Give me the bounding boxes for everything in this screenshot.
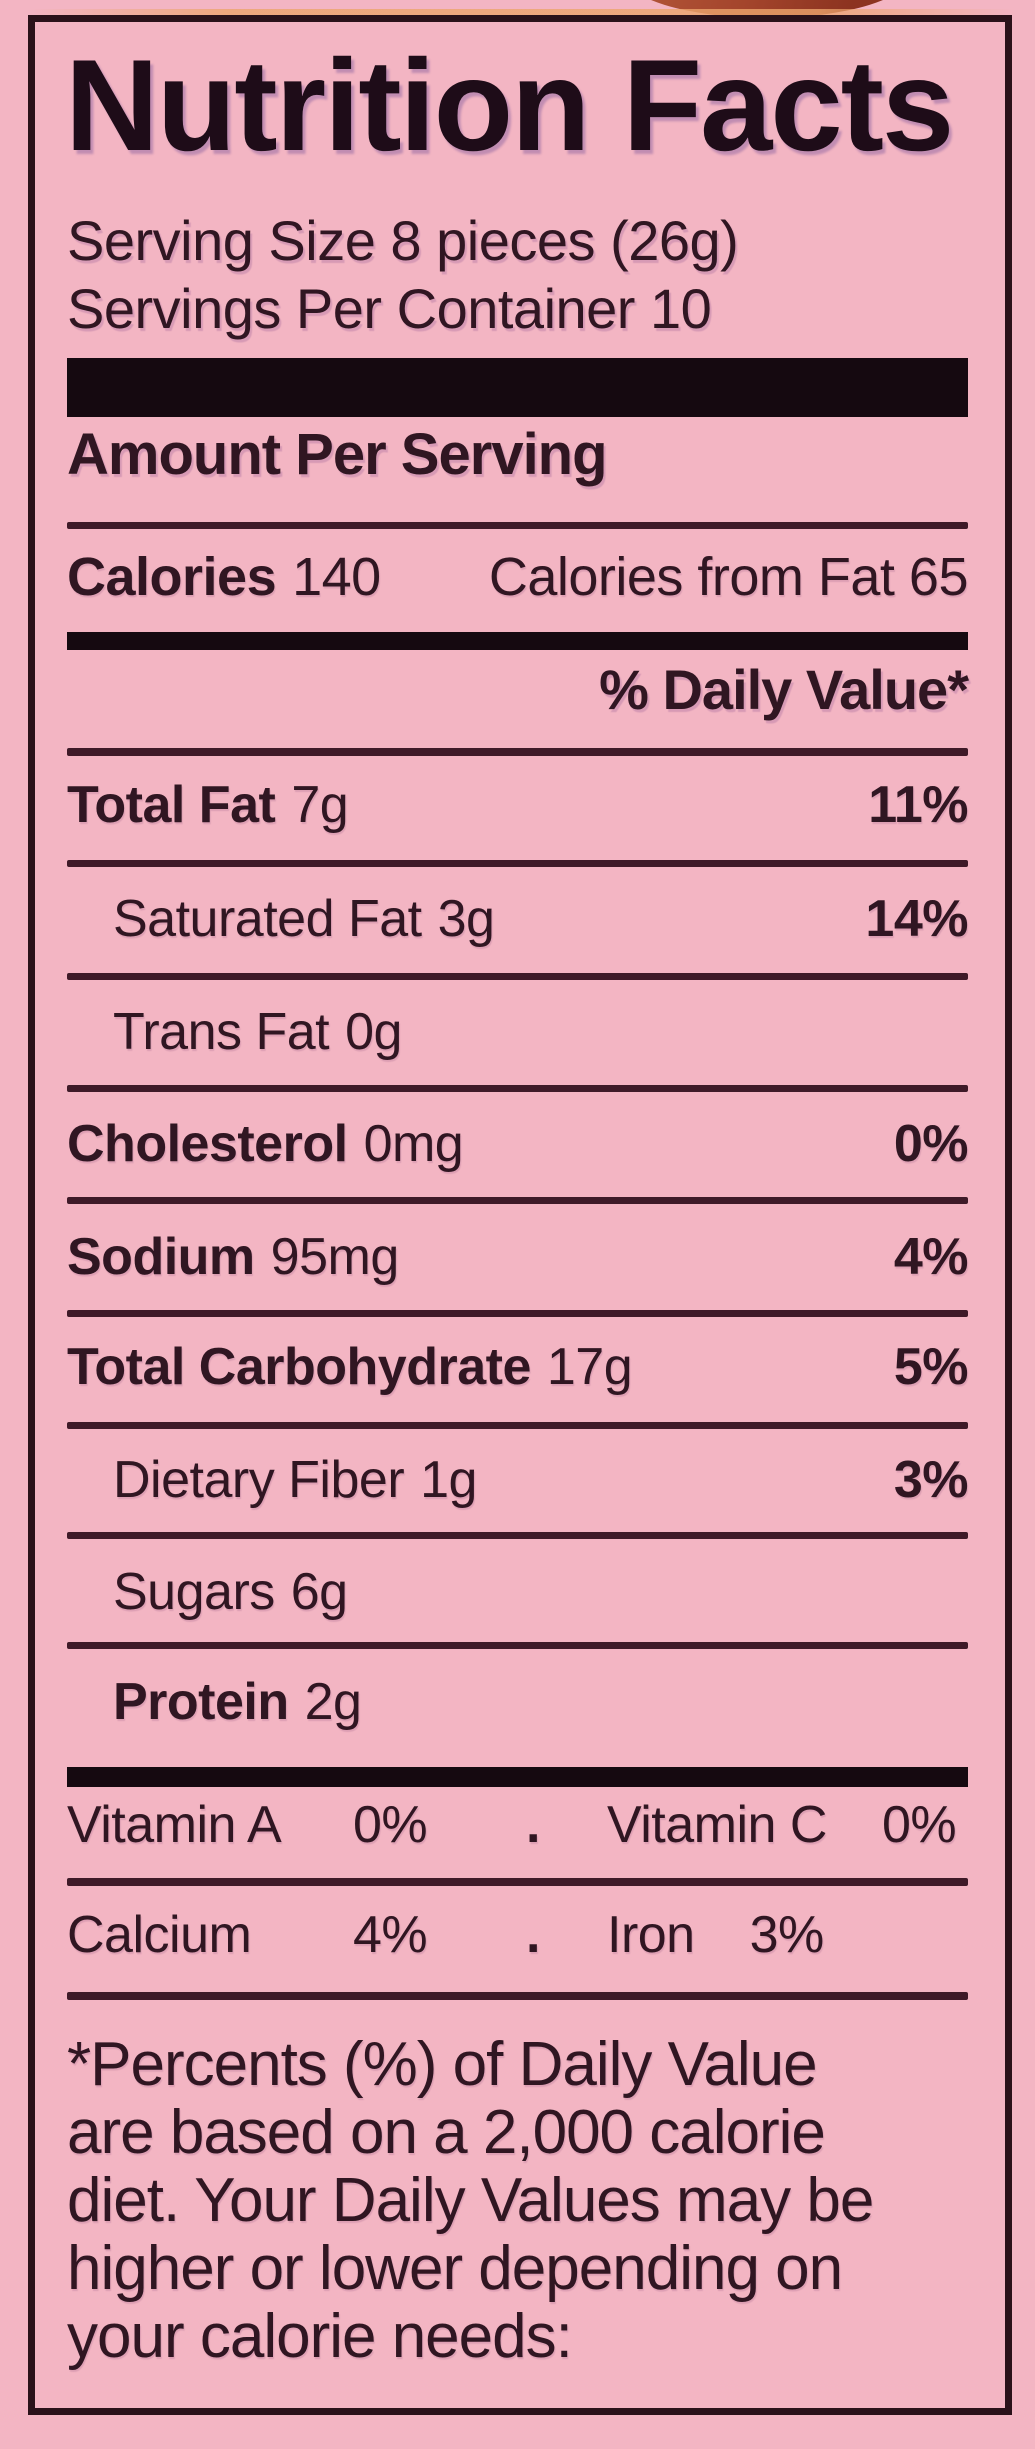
nutrition-facts-panel: Nutrition Facts Serving Size 8 pieces (2… [28,15,1012,2415]
calories-value: 140 [292,547,381,607]
calories-label: Calories [67,547,277,607]
scan-highlight [30,9,1015,15]
nutrient-row-cholesterol: Cholesterol 0mg 0% [67,1115,969,1173]
nutrient-row-dietary-fiber: Dietary Fiber 1g 3% [113,1451,969,1509]
serving-size-text: Serving Size 8 pieces (26g) [67,209,739,272]
micronutrient-name: Vitamin C [607,1796,827,1854]
nutrient-amount: 6g [290,1563,348,1621]
nutrient-dv: 14% [865,890,968,948]
nutrient-dv: 5% [893,1338,969,1396]
micronutrient-name: Vitamin A [67,1796,282,1854]
nutrient-amount: 17g [546,1338,633,1396]
divider-thin [67,748,968,756]
nutrient-dv: 0% [893,1115,969,1173]
nutrient-row-sugars: Sugars 6g [113,1566,968,1618]
daily-value-heading: % Daily Value* [599,658,969,721]
divider-thick-bottom [67,1767,968,1787]
divider-thin [67,1532,968,1539]
nutrient-name: Sugars [113,1563,275,1621]
nutrient-row-total-fat: Total Fat 7g 11% [67,779,968,831]
footnote-line: are based on a 2,000 calorie [67,2098,826,2167]
micronutrient-name: Calcium [67,1906,252,1964]
divider-thin [67,1992,968,2000]
divider-thin [67,1878,968,1886]
nutrient-row-sodium: Sodium 95mg 4% [67,1228,969,1286]
nutrient-amount: 7g [291,776,349,834]
nutrient-name: Saturated Fat [113,890,422,948]
divider-thick-top [67,358,968,417]
servings-per-container-text: Servings Per Container 10 [67,277,712,340]
footnote-line: diet. Your Daily Values may be [67,2166,874,2235]
divider-thin [67,973,968,980]
nutrient-row-trans-fat: Trans Fat 0g [113,1006,968,1058]
divider-thin [67,522,968,529]
footnote-line: *Percents (%) of Daily Value [67,2030,818,2099]
calories-row: Calories 140 Calories from Fat 65 [67,547,969,607]
divider-thin [67,1197,968,1204]
nutrient-amount: 0mg [363,1115,464,1173]
calories-from-fat: Calories from Fat 65 [488,547,969,607]
nutrient-name: Protein [113,1673,289,1731]
nutrient-amount: 3g [437,890,495,948]
divider-thin [67,860,968,867]
nutrient-amount: 2g [304,1673,362,1731]
micronutrient-value: 4% [353,1906,428,1964]
micronutrient-value: 0% [353,1796,428,1854]
mineral-row: Calcium 4% . Iron 3% [67,1909,968,1967]
nutrient-name: Cholesterol [67,1115,348,1173]
nutrient-amount: 1g [420,1451,477,1509]
daily-value-footnote: *Percents (%) of Daily Value are based o… [67,2031,975,2371]
nutrient-row-saturated-fat: Saturated Fat 3g 14% [113,893,968,945]
nutrient-row-protein: Protein 2g [113,1676,968,1728]
divider-thin [67,1310,968,1317]
micronutrient-value: 0% [881,1796,957,1854]
nutrient-amount: 0g [345,1003,402,1061]
nutrient-dv: 11% [868,776,968,834]
nutrient-amount: 95mg [270,1228,400,1286]
nutrient-name: Trans Fat [113,1003,330,1061]
divider-medium [67,632,968,650]
nutrient-name: Sodium [67,1228,255,1286]
divider-thin [67,1642,968,1649]
amount-per-serving-heading: Amount Per Serving [67,422,608,487]
nutrient-name: Total Fat [67,776,276,834]
nutrient-dv: 3% [893,1451,969,1509]
vitamin-row: Vitamin A 0% . Vitamin C 0% [67,1799,968,1857]
separator-dot: . [526,1796,540,1854]
divider-thin [67,1085,968,1092]
nutrient-name: Dietary Fiber [113,1451,405,1509]
footnote-line: your calorie needs: [67,2302,573,2371]
micronutrient-name: Iron [607,1906,695,1964]
footnote-line: higher or lower depending on [67,2234,843,2303]
panel-title: Nutrition Facts [65,32,954,178]
micronutrient-value: 3% [749,1906,825,1964]
nutrient-name: Total Carbohydrate [67,1338,531,1396]
nutrient-row-total-carbohydrate: Total Carbohydrate 17g 5% [67,1338,969,1396]
divider-thin [67,1422,968,1429]
separator-dot: . [526,1906,540,1964]
nutrient-dv: 4% [893,1228,969,1286]
